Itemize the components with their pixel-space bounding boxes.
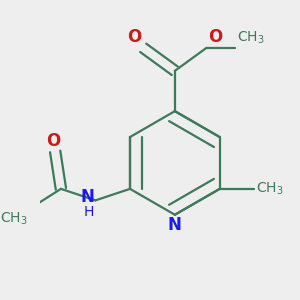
Text: CH$_3$: CH$_3$ (0, 210, 28, 227)
Text: O: O (128, 28, 142, 46)
Text: N: N (80, 188, 94, 206)
Text: H: H (84, 205, 94, 219)
Text: CH$_3$: CH$_3$ (256, 181, 283, 197)
Text: CH$_3$: CH$_3$ (237, 30, 264, 46)
Text: O: O (46, 132, 61, 150)
Text: O: O (208, 28, 222, 46)
Text: N: N (168, 216, 182, 234)
